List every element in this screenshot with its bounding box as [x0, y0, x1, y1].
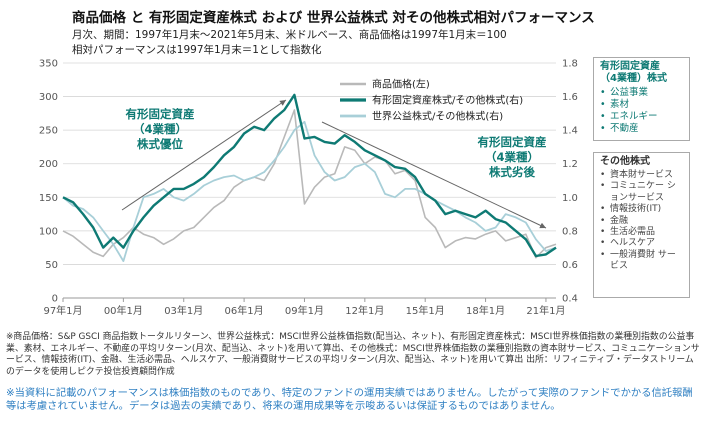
right-y-tick-label: 0.6: [562, 260, 578, 271]
chart-title: 商品価格 と 有形固定資産株式 および 世界公益株式 対その他株式相対パフォーマ…: [72, 10, 595, 26]
annotation-1: 有形固定資産（4業種）株式劣後: [478, 135, 547, 179]
tangible-asset-sectors-box: 有形固定資産 （4業種）株式 公益事業 素材 エネルギー 不動産: [593, 57, 690, 141]
series-lines: [62, 93, 557, 263]
list-item: 素材: [600, 99, 684, 111]
chart-subtitle-index: 相対パフォーマンスは1997年1月末＝1として指数化: [72, 44, 322, 56]
right-y-tick-label: 1.4: [562, 126, 578, 137]
list-item: 資本財サービス: [600, 170, 684, 182]
left-y-tick-label: 300: [39, 92, 58, 103]
left-y-tick-label: 100: [39, 226, 58, 237]
x-tick-label: 18年1月: [466, 304, 505, 317]
x-tick-label: 12年1月: [345, 304, 384, 317]
x-tick-label: 97年1月: [43, 304, 82, 317]
left-y-tick-label: 150: [39, 193, 58, 204]
series-line-0: [62, 109, 557, 259]
right-y-tick-label: 1.2: [562, 159, 578, 170]
line-chart: 97年1月 00年1月 03年1月 06年1月 09年1月 12年1月 15年1月 18年1月…: [39, 59, 578, 318]
right-y-tick-label: 1.6: [562, 92, 578, 103]
disclaimer-note: ※当資料に記載のパフォーマンスは株価指数のものであり、特定のファンドの運用実績で…: [6, 387, 693, 412]
x-tick-label: 03年1月: [164, 304, 203, 317]
gridlines: [63, 62, 556, 299]
series-line-1: [62, 93, 557, 258]
legend-label: 有形固定資産株式/その他株式(右): [372, 94, 523, 107]
annotation-line: 株式劣後: [489, 165, 535, 179]
chart-legend: 商品価格(左) 有形固定資産株式/その他株式(右) 世界公益株式/その他株式(右): [340, 78, 523, 123]
left-y-tick-label: 350: [39, 59, 58, 70]
list-item: エネルギー: [600, 111, 684, 123]
right-y-tick-label: 1.8: [562, 59, 578, 70]
list-item: 生活必需品: [600, 227, 684, 239]
falling-trend-arrow: [321, 121, 547, 229]
tangible-box-title: 有形固定資産 （4業種）株式: [600, 61, 667, 84]
list-item: 一般消費財 サービス: [600, 250, 684, 273]
annotation-line: 有形固定資産: [478, 135, 547, 149]
other-box-title: その他株式: [600, 156, 650, 167]
other-sector-list: 資本財サービス コミュニケー ションサービス 情報技術(IT) 金融 生活必需品…: [600, 170, 684, 273]
legend-label: 世界公益株式/その他株式(右): [372, 110, 503, 123]
trend-arrows: [121, 99, 547, 229]
annotation-0: 有形固定資産（4業種）株式優位: [126, 107, 195, 151]
right-y-axis: 0.4 0.6 0.8 1.0 1.2 1.4 1.6 1.8: [562, 59, 578, 305]
legend-label: 商品価格(左): [372, 78, 430, 91]
annotation-line: 有形固定資産: [126, 107, 195, 121]
x-tick-label: 15年1月: [406, 304, 445, 317]
rising-trend-arrow: [121, 99, 287, 211]
x-tick-label: 06年1月: [225, 304, 264, 317]
list-item: 金融: [600, 216, 684, 228]
x-tick-label: 21年1月: [526, 304, 565, 317]
left-y-tick-label: 200: [39, 159, 58, 170]
other-sectors-box: その他株式 資本財サービス コミュニケー ションサービス 情報技術(IT) 金融…: [593, 152, 690, 298]
source-footnote: ※商品価格：S&P GSCI 商品指数トータルリターン、世界公益株式：MSCI世…: [6, 332, 700, 377]
list-item: コミュニケー ションサービス: [600, 181, 684, 204]
left-y-tick-label: 250: [39, 126, 58, 137]
right-y-tick-label: 0.4: [562, 294, 578, 305]
left-y-axis: 0 50 100 150 200 250 300 350: [39, 59, 58, 305]
right-y-tick-label: 0.8: [562, 226, 578, 237]
annotation-line: （4業種）: [485, 150, 539, 164]
list-item: 不動産: [600, 123, 684, 135]
x-tick-label: 00年1月: [104, 304, 143, 317]
annotation-line: 株式優位: [137, 137, 183, 151]
list-item: ヘルスケア: [600, 238, 684, 250]
list-item: 公益事業: [600, 87, 684, 99]
left-y-tick-label: 50: [45, 260, 58, 271]
list-item: 情報技術(IT): [600, 204, 684, 216]
right-y-tick-label: 1.0: [562, 193, 578, 204]
x-tick-label: 09年1月: [285, 304, 324, 317]
chart-annotations: 有形固定資産（4業種）株式優位 有形固定資産（4業種）株式劣後: [126, 107, 547, 179]
annotation-line: （4業種）: [133, 122, 187, 136]
x-axis-ticks: 97年1月 00年1月 03年1月 06年1月 09年1月 12年1月 15年1月 18年1月…: [43, 298, 565, 317]
chart-subtitle-period: 月次、期間：1997年1月末～2021年5月末、米ドルベース、商品価格は1997…: [72, 29, 507, 41]
left-y-tick-label: 0: [52, 294, 58, 305]
tangible-sector-list: 公益事業 素材 エネルギー 不動産: [600, 87, 684, 135]
